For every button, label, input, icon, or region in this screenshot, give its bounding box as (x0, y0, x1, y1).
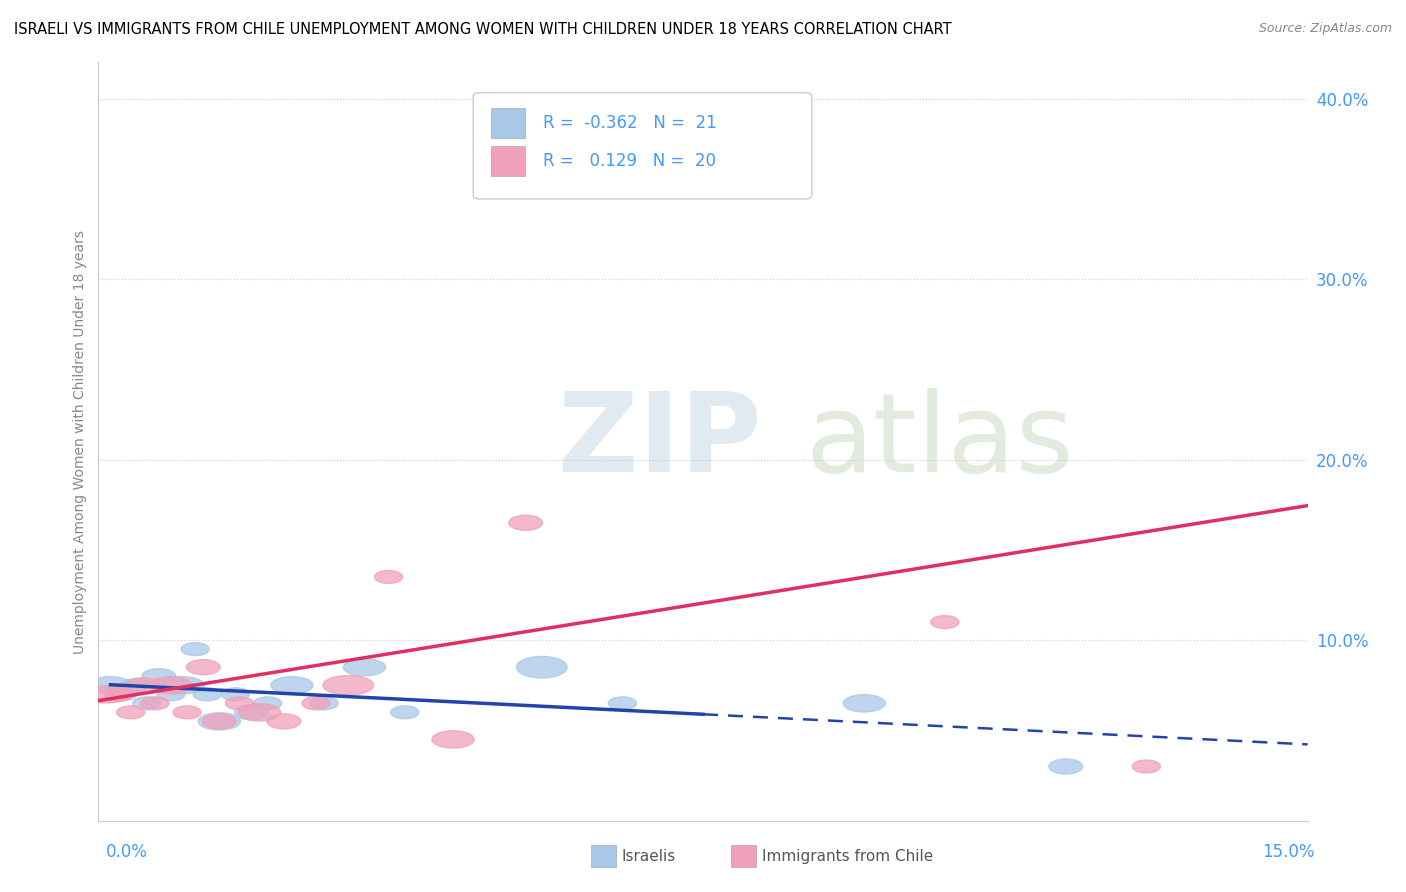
Ellipse shape (141, 697, 169, 710)
Ellipse shape (82, 686, 132, 703)
Ellipse shape (104, 688, 132, 701)
Ellipse shape (239, 704, 281, 721)
Ellipse shape (142, 669, 176, 684)
Text: R =   0.129   N =  20: R = 0.129 N = 20 (543, 152, 717, 170)
Ellipse shape (90, 677, 132, 694)
Ellipse shape (202, 714, 236, 729)
Text: 0.0%: 0.0% (105, 843, 148, 861)
Ellipse shape (121, 679, 149, 692)
Ellipse shape (309, 697, 339, 710)
Ellipse shape (132, 697, 160, 710)
Ellipse shape (193, 688, 221, 701)
Ellipse shape (516, 657, 567, 678)
Ellipse shape (162, 677, 204, 694)
Ellipse shape (609, 697, 637, 710)
Text: R =  -0.362   N =  21: R = -0.362 N = 21 (543, 114, 717, 132)
Ellipse shape (253, 697, 281, 710)
FancyBboxPatch shape (474, 93, 811, 199)
Ellipse shape (225, 697, 253, 710)
Text: Source: ZipAtlas.com: Source: ZipAtlas.com (1258, 22, 1392, 36)
Text: Israelis: Israelis (621, 849, 676, 863)
Ellipse shape (198, 713, 240, 730)
Y-axis label: Unemployment Among Women with Children Under 18 years: Unemployment Among Women with Children U… (73, 229, 87, 654)
Text: atlas: atlas (806, 388, 1074, 495)
Ellipse shape (323, 675, 374, 695)
Ellipse shape (302, 697, 330, 710)
Ellipse shape (150, 677, 193, 694)
Ellipse shape (157, 688, 186, 701)
Ellipse shape (221, 688, 250, 701)
Ellipse shape (173, 706, 201, 719)
Ellipse shape (271, 677, 314, 694)
Ellipse shape (186, 659, 221, 674)
Text: Immigrants from Chile: Immigrants from Chile (762, 849, 934, 863)
Ellipse shape (1049, 759, 1083, 774)
Text: ZIP: ZIP (558, 388, 761, 495)
Text: 15.0%: 15.0% (1263, 843, 1315, 861)
Ellipse shape (108, 688, 136, 701)
Ellipse shape (267, 714, 301, 729)
Text: ISRAELI VS IMMIGRANTS FROM CHILE UNEMPLOYMENT AMONG WOMEN WITH CHILDREN UNDER 18: ISRAELI VS IMMIGRANTS FROM CHILE UNEMPLO… (14, 22, 952, 37)
Bar (492, 145, 526, 177)
Ellipse shape (125, 678, 160, 693)
Ellipse shape (844, 695, 886, 712)
Ellipse shape (509, 516, 543, 531)
Bar (492, 108, 526, 138)
Ellipse shape (117, 706, 145, 719)
Ellipse shape (391, 706, 419, 719)
Ellipse shape (432, 731, 474, 748)
Ellipse shape (1132, 760, 1160, 773)
Ellipse shape (762, 143, 804, 162)
Ellipse shape (343, 658, 385, 676)
Ellipse shape (181, 642, 209, 656)
Ellipse shape (235, 705, 269, 720)
Ellipse shape (374, 571, 402, 583)
Ellipse shape (931, 615, 959, 629)
